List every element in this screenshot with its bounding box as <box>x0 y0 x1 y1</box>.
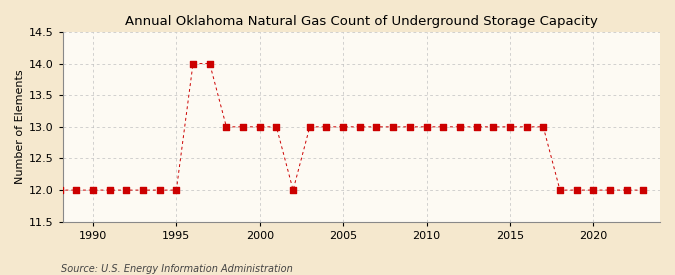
Point <box>521 125 532 129</box>
Point <box>588 188 599 192</box>
Point <box>638 188 649 192</box>
Point <box>621 188 632 192</box>
Point <box>304 125 315 129</box>
Point <box>471 125 482 129</box>
Point <box>321 125 332 129</box>
Point <box>338 125 348 129</box>
Point <box>504 125 515 129</box>
Point <box>88 188 99 192</box>
Point <box>121 188 132 192</box>
Point <box>238 125 248 129</box>
Point <box>555 188 566 192</box>
Point <box>271 125 282 129</box>
Point <box>104 188 115 192</box>
Point <box>288 188 298 192</box>
Point <box>54 188 65 192</box>
Point <box>354 125 365 129</box>
Point <box>188 61 198 66</box>
Point <box>205 61 215 66</box>
Point <box>155 188 165 192</box>
Point <box>488 125 499 129</box>
Point <box>438 125 449 129</box>
Title: Annual Oklahoma Natural Gas Count of Underground Storage Capacity: Annual Oklahoma Natural Gas Count of Und… <box>125 15 598 28</box>
Point <box>387 125 398 129</box>
Point <box>221 125 232 129</box>
Point <box>71 188 82 192</box>
Point <box>171 188 182 192</box>
Point <box>254 125 265 129</box>
Point <box>454 125 465 129</box>
Point <box>371 125 382 129</box>
Point <box>138 188 148 192</box>
Point <box>404 125 415 129</box>
Point <box>571 188 582 192</box>
Point <box>421 125 432 129</box>
Y-axis label: Number of Elements: Number of Elements <box>15 70 25 184</box>
Text: Source: U.S. Energy Information Administration: Source: U.S. Energy Information Administ… <box>61 264 292 274</box>
Point <box>605 188 616 192</box>
Point <box>538 125 549 129</box>
